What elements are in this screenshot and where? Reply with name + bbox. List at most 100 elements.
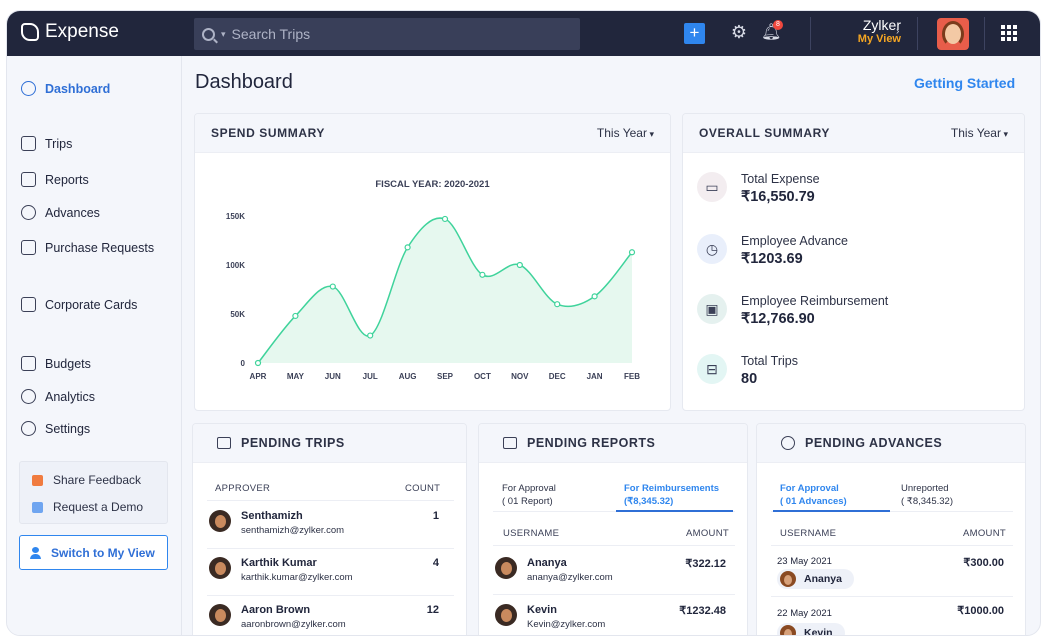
sidebar-item-label: Reports bbox=[45, 172, 89, 187]
view-label: My View bbox=[857, 33, 901, 45]
row-count: 4 bbox=[432, 557, 439, 569]
card-header: PENDING REPORTS bbox=[479, 424, 747, 463]
card-title: PENDING TRIPS bbox=[241, 436, 345, 450]
add-new-button[interactable]: + bbox=[684, 23, 705, 44]
card-title: SPEND SUMMARY bbox=[211, 126, 326, 140]
divider bbox=[771, 511, 1013, 512]
sidebar-item-advances[interactable]: Advances bbox=[21, 205, 100, 220]
divider bbox=[207, 548, 454, 549]
app-brand[interactable]: Expense bbox=[21, 21, 119, 43]
notifications-bell-icon[interactable]: 🔔︎ 8 bbox=[761, 20, 783, 41]
tab-label: For Reimbursements bbox=[624, 483, 720, 494]
data-point bbox=[367, 332, 374, 339]
sidebar-item-trips[interactable]: Trips bbox=[21, 136, 72, 151]
row-email: karthik.kumar@zylker.com bbox=[241, 572, 353, 583]
series-area bbox=[258, 218, 632, 363]
row-count: 1 bbox=[432, 510, 439, 522]
card-header: PENDING TRIPS bbox=[193, 424, 466, 463]
dashboard-icon bbox=[21, 81, 36, 96]
sidebar-item-analytics[interactable]: Analytics bbox=[21, 389, 95, 404]
x-tick-label: FEB bbox=[624, 372, 640, 381]
x-tick-label: NOV bbox=[511, 372, 529, 381]
table-row[interactable]: Ananya ananya@zylker.com bbox=[495, 557, 613, 583]
x-tick-label: AUG bbox=[399, 372, 417, 381]
pending-trips-card: PENDING TRIPS APPROVER COUNT Senthamizh … bbox=[192, 423, 467, 635]
search-icon[interactable] bbox=[202, 27, 215, 41]
spend-chart: 0 50K 100K 150K APR MAY JUN JUL AUG SEP OCT NOV DEC J… bbox=[226, 212, 640, 381]
request-demo-label: Request a Demo bbox=[53, 500, 144, 514]
row-name: Kevin bbox=[804, 627, 833, 636]
sidebar: Dashboard Trips Reports Advances Purchas… bbox=[7, 56, 182, 635]
row-name: Ananya bbox=[804, 573, 842, 585]
data-point bbox=[441, 215, 449, 223]
data-point bbox=[516, 261, 523, 269]
summary-value: ₹12,766.90 bbox=[741, 311, 815, 327]
tab-for-approval[interactable]: For Approval ( 01 Advances) bbox=[780, 482, 847, 508]
tab-unreported[interactable]: Unreported ( ₹8,345.32) bbox=[901, 482, 953, 508]
top-bar: Expense ▾ + ⚙ 🔔︎ 8 Zylker My View › bbox=[7, 11, 1040, 56]
feedback-box: Share Feedback Request a Demo bbox=[19, 461, 168, 524]
user-avatar[interactable] bbox=[937, 18, 969, 50]
getting-started-link[interactable]: Getting Started bbox=[914, 75, 1016, 91]
column-header-count: COUNT bbox=[405, 483, 441, 494]
summary-total-expense[interactable]: ▭ Total Expense ₹16,550.79 bbox=[697, 172, 820, 205]
column-header-username: USERNAME bbox=[503, 528, 560, 539]
sidebar-item-budgets[interactable]: Budgets bbox=[21, 356, 91, 371]
chevron-down-icon[interactable]: ▾ bbox=[221, 28, 226, 39]
tab-sublabel: (₹8,345.32) bbox=[624, 496, 674, 507]
summary-employee-advance[interactable]: ◷ Employee Advance ₹1203.69 bbox=[697, 234, 848, 267]
request-demo-link[interactable]: Request a Demo bbox=[32, 500, 143, 514]
notification-badge: 8 bbox=[773, 20, 783, 30]
x-tick-label: JUL bbox=[363, 372, 378, 381]
feedback-icon bbox=[32, 474, 43, 486]
sidebar-item-label: Purchase Requests bbox=[45, 240, 155, 255]
summary-label: Total Expense bbox=[741, 172, 820, 186]
x-tick-label: JUN bbox=[325, 372, 341, 381]
avatar bbox=[209, 604, 231, 626]
table-row[interactable]: Kevin Kevin@zylker.com bbox=[495, 604, 605, 630]
divider bbox=[207, 500, 454, 501]
period-dropdown[interactable]: This Year bbox=[597, 126, 654, 140]
data-point bbox=[292, 312, 299, 320]
user-chip[interactable]: Kevin bbox=[777, 623, 845, 636]
y-tick-label: 0 bbox=[241, 359, 246, 368]
row-name: Aaron Brown bbox=[241, 604, 311, 616]
avatar bbox=[780, 571, 796, 587]
data-point bbox=[628, 249, 636, 256]
sidebar-item-reports[interactable]: Reports bbox=[21, 172, 89, 187]
tab-sublabel: ( 01 Advances) bbox=[780, 496, 847, 507]
tab-for-approval[interactable]: For Approval ( 01 Report) bbox=[502, 482, 556, 508]
period-dropdown[interactable]: This Year bbox=[951, 126, 1008, 140]
table-row[interactable]: Aaron Brown aaronbrown@zylker.com bbox=[209, 604, 346, 630]
demo-icon bbox=[32, 501, 43, 513]
search-input[interactable] bbox=[231, 26, 532, 42]
summary-total-trips[interactable]: ⊟ Total Trips 80 bbox=[697, 354, 798, 387]
column-header-username: USERNAME bbox=[780, 528, 837, 539]
summary-employee-reimbursement[interactable]: ▣ Employee Reimbursement ₹12,766.90 bbox=[697, 294, 888, 327]
active-tab-indicator bbox=[773, 510, 890, 512]
table-row[interactable]: Senthamizh senthamizh@zylker.com bbox=[209, 510, 344, 536]
tab-label: Unreported bbox=[901, 483, 949, 494]
divider bbox=[493, 511, 735, 512]
sidebar-item-label: Analytics bbox=[45, 389, 96, 404]
row-email: senthamizh@zylker.com bbox=[241, 525, 345, 536]
app-grid-icon[interactable] bbox=[1001, 25, 1017, 41]
org-switcher[interactable]: Zylker My View bbox=[841, 17, 901, 45]
sidebar-item-purchase-requests[interactable]: Purchase Requests bbox=[21, 240, 154, 255]
switch-view-button[interactable]: Switch to My View bbox=[19, 535, 168, 570]
search-bar[interactable]: ▾ bbox=[194, 18, 580, 50]
user-chip[interactable]: Ananya bbox=[777, 569, 854, 589]
sidebar-item-dashboard[interactable]: Dashboard bbox=[21, 81, 110, 96]
overall-summary-card: OVERALL SUMMARY This Year ▭ Total Expens… bbox=[682, 113, 1025, 411]
share-feedback-link[interactable]: Share Feedback bbox=[32, 473, 141, 487]
divider bbox=[771, 596, 1013, 597]
sidebar-item-corporate-cards[interactable]: Corporate Cards bbox=[21, 297, 137, 312]
chevron-right-icon[interactable]: › bbox=[896, 26, 900, 37]
tab-for-reimbursements[interactable]: For Reimbursements (₹8,345.32) bbox=[624, 482, 719, 508]
summary-value: ₹1203.69 bbox=[741, 251, 803, 267]
sidebar-item-settings[interactable]: Settings bbox=[21, 421, 90, 436]
table-row[interactable]: Karthik Kumar karthik.kumar@zylker.com bbox=[209, 557, 353, 583]
settings-gear-icon[interactable]: ⚙ bbox=[730, 22, 748, 42]
avatar-hair bbox=[942, 21, 964, 47]
briefcase-icon bbox=[21, 136, 36, 151]
